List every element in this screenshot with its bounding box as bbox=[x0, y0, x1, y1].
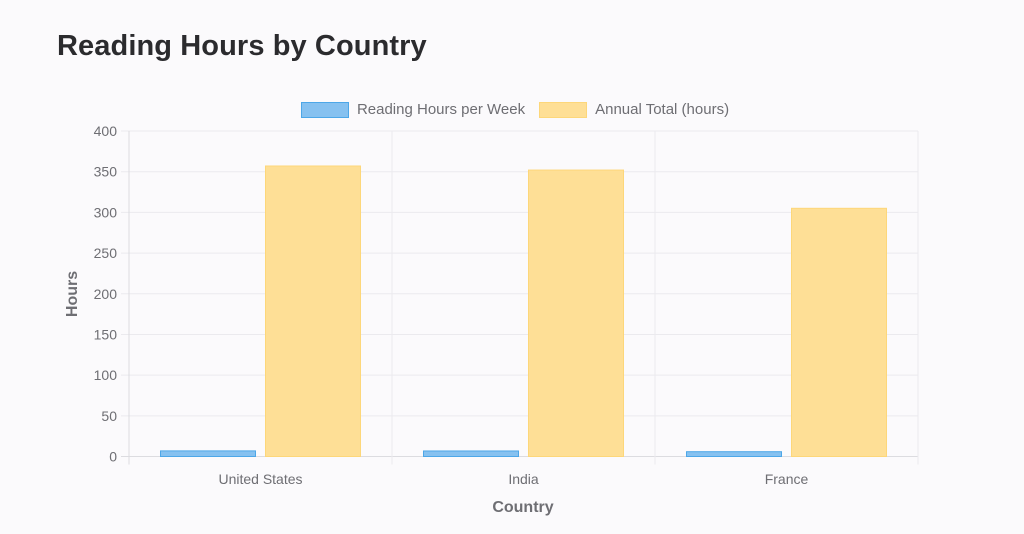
legend-item-annual[interactable]: Annual Total (hours) bbox=[539, 101, 729, 118]
bar-weekly[interactable] bbox=[160, 450, 256, 458]
y-tick-label: 250 bbox=[94, 245, 118, 261]
bar-weekly[interactable] bbox=[423, 450, 519, 457]
bars bbox=[160, 165, 887, 458]
legend-item-weekly[interactable]: Reading Hours per Week bbox=[300, 101, 526, 118]
legend-swatch-blue-icon bbox=[300, 101, 349, 118]
legend-label: Annual Total (hours) bbox=[595, 101, 730, 118]
y-tick-label: 350 bbox=[94, 164, 118, 180]
legend-label: Reading Hours per Week bbox=[356, 101, 526, 118]
x-tick-label: India bbox=[508, 471, 539, 487]
chart-legend: Reading Hours per Week Annual Total (hou… bbox=[0, 101, 1024, 118]
x-axis-title: Country bbox=[492, 499, 553, 516]
y-tick-label: 300 bbox=[94, 204, 118, 220]
x-axis-ticks: United States India France bbox=[218, 471, 808, 487]
y-axis-title: Hours bbox=[64, 271, 81, 317]
y-tick-label: 200 bbox=[94, 286, 118, 302]
y-tick-label: 150 bbox=[94, 326, 118, 342]
y-tick-label: 0 bbox=[109, 449, 117, 465]
legend-swatch-yellow-icon bbox=[539, 101, 588, 118]
bar-annual[interactable] bbox=[528, 169, 624, 457]
y-tick-label: 50 bbox=[101, 408, 117, 424]
bar-annual[interactable] bbox=[265, 165, 361, 458]
y-axis-ticks: 0 50 100 150 200 250 300 350 400 bbox=[94, 123, 118, 465]
bar-annual[interactable] bbox=[791, 207, 887, 457]
x-tick-label: France bbox=[765, 471, 809, 487]
y-tick-label: 100 bbox=[94, 367, 118, 383]
y-tick-label: 400 bbox=[94, 123, 118, 139]
chart-title: Reading Hours by Country bbox=[57, 30, 427, 62]
bar-weekly[interactable] bbox=[686, 451, 782, 458]
x-tick-label: United States bbox=[218, 471, 302, 487]
